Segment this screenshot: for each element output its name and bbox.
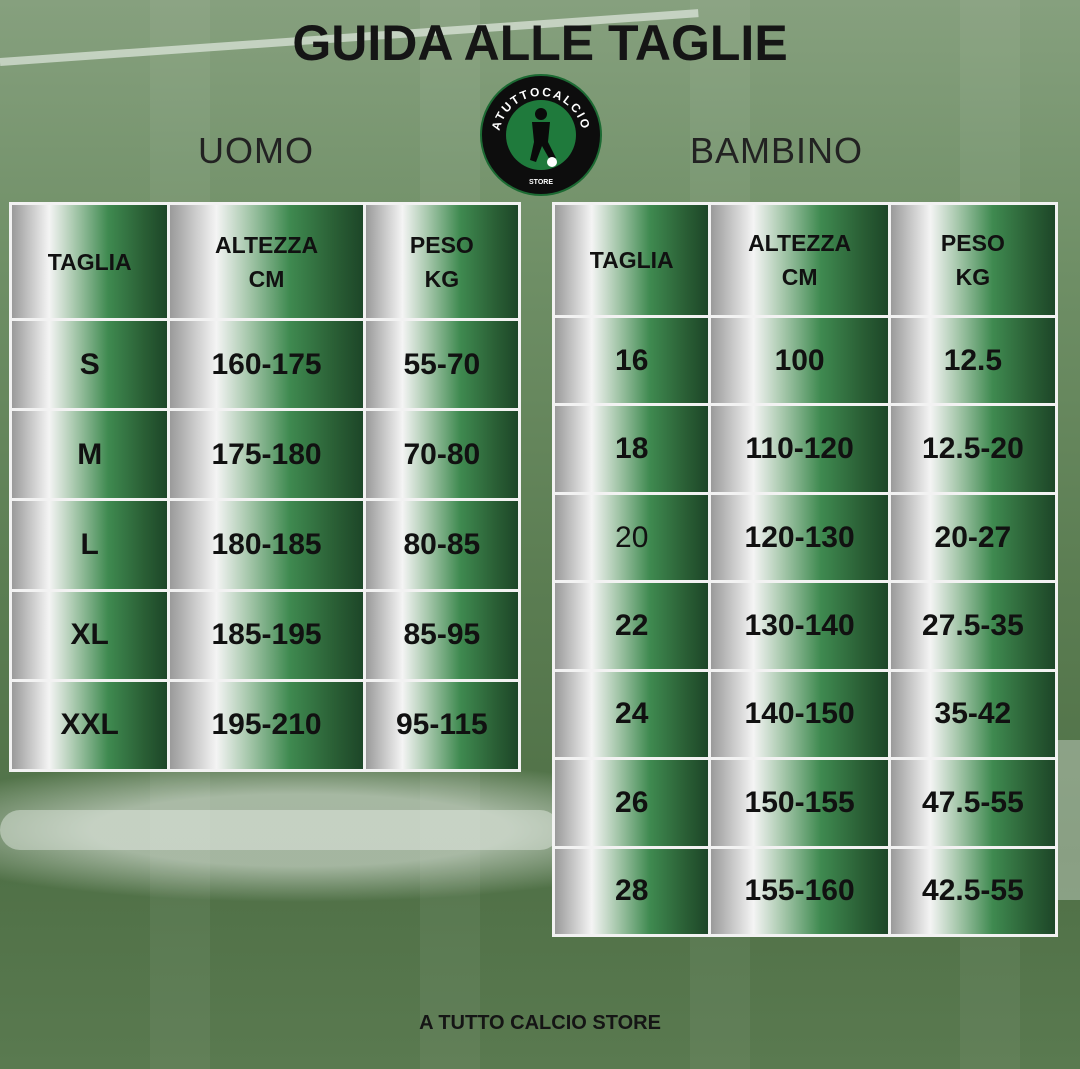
- weight-cell: 42.5-55: [890, 848, 1055, 934]
- header-line: TAGLIA: [589, 247, 674, 273]
- height-cell: 120-130: [711, 494, 888, 581]
- header-line: TAGLIA: [47, 248, 132, 275]
- header-line: PESO: [409, 231, 474, 258]
- size-cell: 24: [555, 671, 709, 758]
- height-cell: 160-175: [170, 321, 363, 409]
- column-header: ALTEZZA CM: [170, 205, 363, 318]
- size-cell: L: [12, 501, 168, 589]
- height-cell: 150-155: [711, 760, 888, 846]
- field-line: [0, 810, 560, 850]
- height-cell: 100: [711, 318, 888, 404]
- height-cell: 185-195: [170, 591, 363, 679]
- header-line: PESO: [940, 230, 1005, 256]
- column-header: PESO KG: [365, 205, 518, 318]
- size-cell: 22: [555, 583, 709, 669]
- size-cell: 20: [555, 494, 709, 581]
- weight-cell: 95-115: [365, 681, 518, 769]
- store-logo: ATUTTOCALCIO STORE: [482, 76, 600, 194]
- height-cell: 140-150: [711, 671, 888, 758]
- height-cell: 130-140: [711, 583, 888, 669]
- weight-cell: 47.5-55: [890, 760, 1055, 846]
- size-cell: S: [12, 321, 168, 409]
- weight-cell: 35-42: [890, 671, 1055, 758]
- weight-cell: 27.5-35: [890, 583, 1055, 669]
- table-row: XL 185-195 85-95: [12, 591, 518, 679]
- column-header: TAGLIA: [12, 205, 168, 318]
- column-header: ALTEZZA CM: [711, 205, 888, 315]
- size-cell: M: [12, 411, 168, 499]
- height-cell: 155-160: [711, 848, 888, 934]
- size-cell: XXL: [12, 681, 168, 769]
- table-row: 20 120-130 20-27: [555, 494, 1055, 581]
- weight-cell: 70-80: [365, 411, 518, 499]
- table-row: 26 150-155 47.5-55: [555, 760, 1055, 846]
- table-row: XXL 195-210 95-115: [12, 681, 518, 769]
- height-cell: 175-180: [170, 411, 363, 499]
- weight-cell: 12.5: [890, 318, 1055, 404]
- column-header: TAGLIA: [555, 205, 709, 315]
- weight-cell: 12.5-20: [890, 406, 1055, 492]
- height-cell: 180-185: [170, 501, 363, 589]
- weight-cell: 85-95: [365, 591, 518, 679]
- table-row: 28 155-160 42.5-55: [555, 848, 1055, 934]
- table-row: 16 100 12.5: [555, 318, 1055, 404]
- header-line: ALTEZZA: [748, 230, 852, 256]
- bambino-size-table: TAGLIA ALTEZZA CM PESO KG 16 100 12.5 18 110-120 1…: [552, 202, 1058, 937]
- size-cell: 28: [555, 848, 709, 934]
- uomo-size-table: TAGLIA ALTEZZA CM PESO KG S 160-175 55-70 M 175-1…: [9, 202, 521, 772]
- table-row: L 180-185 80-85: [12, 501, 518, 589]
- height-cell: 195-210: [170, 681, 363, 769]
- weight-cell: 55-70: [365, 321, 518, 409]
- weight-cell: 80-85: [365, 501, 518, 589]
- size-cell: 18: [555, 406, 709, 492]
- header-line: CM: [248, 265, 285, 292]
- header-line: KG: [955, 264, 991, 290]
- page-title: GUIDA ALLE TAGLIE: [292, 15, 788, 71]
- header-row: TAGLIA ALTEZZA CM PESO KG: [12, 205, 518, 318]
- table-row: S 160-175 55-70: [12, 321, 518, 409]
- header-row: TAGLIA ALTEZZA CM PESO KG: [555, 205, 1055, 315]
- footer-store-name: A TUTTO CALCIO STORE: [419, 1012, 661, 1034]
- header-line: CM: [781, 264, 818, 290]
- size-cell: XL: [12, 591, 168, 679]
- size-cell: 16: [555, 318, 709, 404]
- size-cell: 26: [555, 760, 709, 846]
- table-row: 18 110-120 12.5-20: [555, 406, 1055, 492]
- header-line: ALTEZZA: [215, 231, 319, 258]
- table-row: M 175-180 70-80: [12, 411, 518, 499]
- weight-cell: 20-27: [890, 494, 1055, 581]
- table-row: 22 130-140 27.5-35: [555, 583, 1055, 669]
- table-row: 24 140-150 35-42: [555, 671, 1055, 758]
- column-header: PESO KG: [890, 205, 1055, 315]
- svg-text:STORE: STORE: [529, 179, 553, 186]
- height-cell: 110-120: [711, 406, 888, 492]
- uomo-label: UOMO: [198, 130, 314, 171]
- header-line: KG: [424, 265, 460, 292]
- bambino-label: BAMBINO: [690, 130, 864, 171]
